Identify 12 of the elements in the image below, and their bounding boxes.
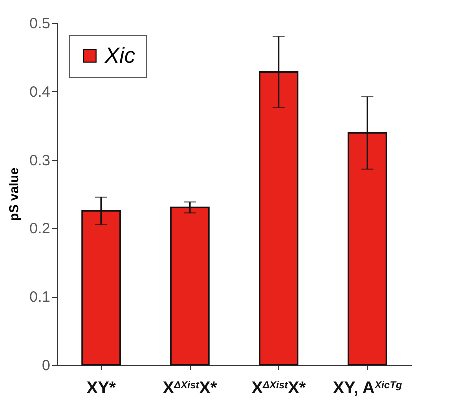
y-tick-label: 0.3	[30, 152, 50, 170]
y-tick-label: 0	[42, 358, 50, 374]
x-tick-label: X$^{ΔXist}$X*	[252, 378, 306, 398]
legend-label: Xic	[104, 43, 136, 68]
y-tick-label: 0.2	[30, 220, 50, 238]
y-axis-title: pS value	[6, 168, 22, 222]
y-tick-label: 0.1	[30, 289, 50, 306]
x-tick-label: X$^{ΔXist}$X*	[162, 378, 218, 398]
x-tick-label: XY*	[86, 378, 116, 398]
y-tick-label: 0.4	[30, 84, 50, 101]
x-tick-label: XY, A$^{XicTg}$	[333, 378, 402, 398]
y-tick-label: 0.5	[30, 16, 50, 32]
